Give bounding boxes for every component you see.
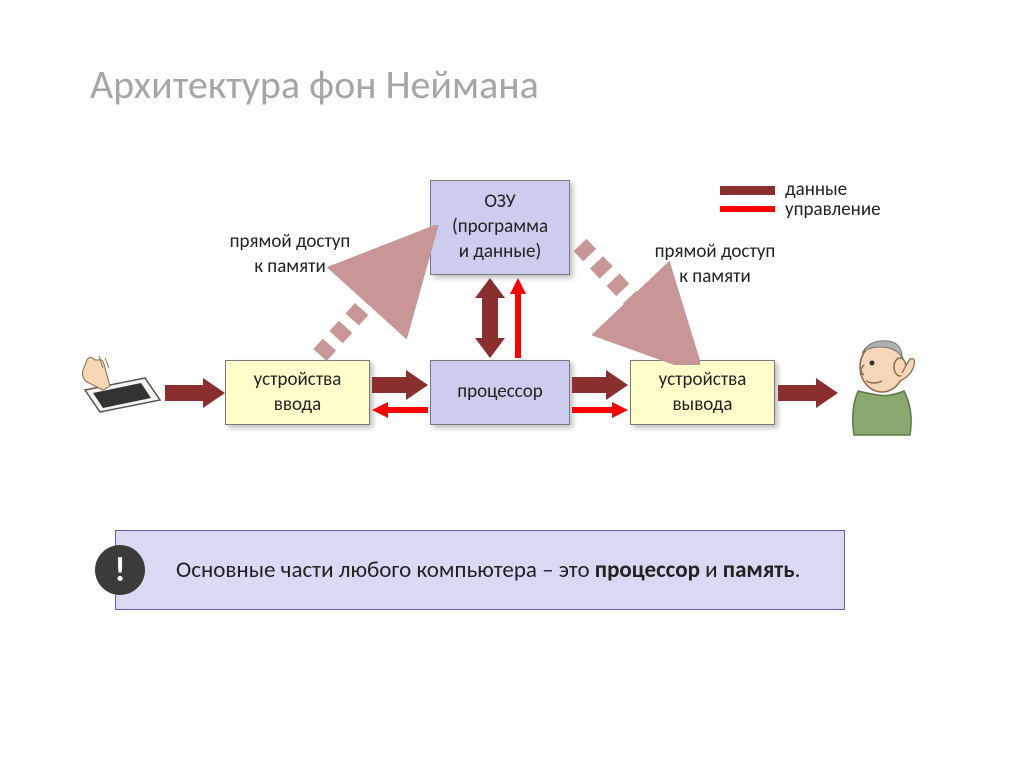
legend-data-line (720, 186, 775, 195)
box-ram-label: ОЗУ (программа и данные) (452, 190, 548, 264)
arrow-output-to-user (778, 378, 838, 408)
box-output-label: устройства вывода (659, 368, 747, 417)
callout-text: Основные части любого компьютера – это п… (176, 556, 800, 584)
exclamation-icon: ! (114, 550, 125, 591)
box-cpu: процессор (430, 360, 570, 425)
arrow-cpu-to-output-control (572, 402, 628, 418)
box-cpu-label: процессор (457, 380, 542, 405)
arrow-cpu-ram-control (510, 278, 526, 358)
exclamation-badge: ! (95, 545, 145, 595)
legend-control-line (720, 206, 775, 212)
arrow-cpu-to-output (572, 370, 628, 400)
page-title: Архитектура фон Неймана (90, 60, 539, 109)
arrow-cpu-to-input-control (372, 402, 428, 418)
legend-control-text: управление (785, 198, 881, 221)
person-icon (840, 335, 930, 445)
box-ram: ОЗУ (программа и данные) (430, 180, 570, 275)
callout-box: Основные части любого компьютера – это п… (115, 530, 845, 610)
keyboard-icon (75, 350, 165, 420)
arrow-input-to-cpu (372, 370, 428, 400)
arrow-dma-right (560, 225, 700, 365)
box-input-label: устройства ввода (254, 368, 342, 417)
arrow-keyboard-to-input (165, 378, 225, 408)
arrow-dma-left (300, 225, 440, 365)
arrow-cpu-ram-data (475, 278, 505, 358)
box-output: устройства вывода (630, 360, 775, 425)
box-input: устройства ввода (225, 360, 370, 425)
